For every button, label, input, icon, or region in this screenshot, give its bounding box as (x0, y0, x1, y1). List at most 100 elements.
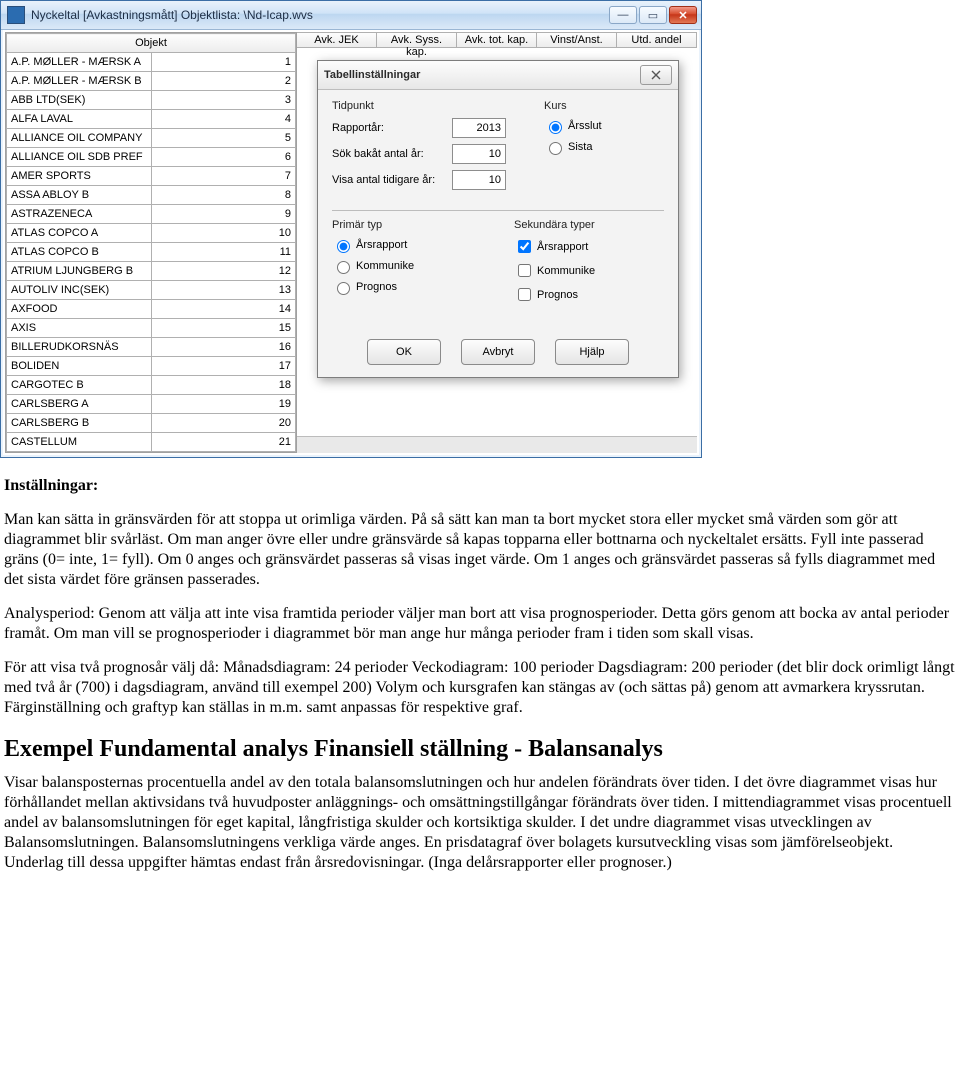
object-name-cell: ASTRAZENECA (7, 205, 152, 224)
titlebar: Nyckeltal [Avkastningsmått] Objektlista:… (1, 1, 701, 30)
maximize-button[interactable]: ▭ (639, 6, 667, 24)
data-panel: Avk. JEKAvk. Syss. kap.Avk. tot. kap.Vin… (297, 32, 697, 453)
group-primar: Primär typ Årsrapport Kommunike Prognos (332, 219, 514, 309)
data-column-header[interactable]: Utd. andel (617, 32, 697, 48)
object-name-cell: ALLIANCE OIL SDB PREF (7, 148, 152, 167)
sek-prognos-checkbox[interactable] (518, 288, 531, 301)
data-column-header[interactable]: Avk. tot. kap. (457, 32, 537, 48)
object-index-cell: 3 (151, 91, 296, 110)
group-kurs-label: Kurs (544, 100, 664, 112)
group-sekundar-label: Sekundära typer (514, 219, 664, 231)
paragraph-3: För att visa två prognosår välj då: Måna… (4, 658, 956, 718)
sok-bakat-label: Sök bakåt antal år: (332, 148, 452, 160)
primar-prognos-label: Prognos (356, 281, 397, 293)
table-row[interactable]: BOLIDEN17 (7, 357, 296, 376)
data-column-headers: Avk. JEKAvk. Syss. kap.Avk. tot. kap.Vin… (297, 32, 697, 48)
ok-button[interactable]: OK (367, 339, 441, 365)
paragraph-1: Man kan sätta in gränsvärden för att sto… (4, 510, 956, 590)
table-row[interactable]: ALLIANCE OIL COMPANY5 (7, 129, 296, 148)
table-row[interactable]: AXFOOD14 (7, 300, 296, 319)
object-list: Objekt A.P. MØLLER - MÆRSK A1A.P. MØLLER… (5, 32, 297, 453)
object-name-cell: A.P. MØLLER - MÆRSK A (7, 53, 152, 72)
rapportar-label: Rapportår: (332, 122, 452, 134)
object-index-cell: 5 (151, 129, 296, 148)
table-row[interactable]: CARLSBERG A19 (7, 395, 296, 414)
rapportar-input[interactable] (452, 118, 506, 138)
data-column-header[interactable]: Avk. JEK (297, 32, 377, 48)
sek-arsrapport-checkbox[interactable] (518, 240, 531, 253)
client-area: Objekt A.P. MØLLER - MÆRSK A1A.P. MØLLER… (1, 30, 701, 457)
table-row[interactable]: CASTELLUM21 (7, 433, 296, 452)
group-sekundar: Sekundära typer Årsrapport Kommunike Pro… (514, 219, 664, 309)
object-index-cell: 14 (151, 300, 296, 319)
object-index-cell: 2 (151, 72, 296, 91)
table-row[interactable]: CARLSBERG B20 (7, 414, 296, 433)
visa-antal-label: Visa antal tidigare år: (332, 174, 452, 186)
object-name-cell: AUTOLIV INC(SEK) (7, 281, 152, 300)
visa-antal-input[interactable] (452, 170, 506, 190)
object-index-cell: 20 (151, 414, 296, 433)
horizontal-scrollbar[interactable] (297, 436, 697, 453)
primar-prognos-radio[interactable] (337, 282, 350, 295)
object-index-cell: 1 (151, 53, 296, 72)
table-row[interactable]: CARGOTEC B18 (7, 376, 296, 395)
kurs-arsslut-radio[interactable] (549, 121, 562, 134)
object-name-cell: CARGOTEC B (7, 376, 152, 395)
main-window: Nyckeltal [Avkastningsmått] Objektlista:… (0, 0, 702, 458)
primar-arsrapport-radio[interactable] (337, 240, 350, 253)
object-header[interactable]: Objekt (7, 34, 296, 53)
app-icon (7, 6, 25, 24)
data-column-header[interactable]: Avk. Syss. kap. (377, 32, 457, 48)
group-tidpunkt-label: Tidpunkt (332, 100, 544, 112)
window-control-group: — ▭ ✕ (607, 6, 697, 24)
table-row[interactable]: AUTOLIV INC(SEK)13 (7, 281, 296, 300)
table-row[interactable]: BILLERUDKORSNÄS16 (7, 338, 296, 357)
object-index-cell: 21 (151, 433, 296, 452)
dialog-footer: OK Avbryt Hjälp (318, 329, 678, 377)
primar-kommunike-radio[interactable] (337, 261, 350, 274)
table-row[interactable]: ATRIUM LJUNGBERG B12 (7, 262, 296, 281)
table-row[interactable]: ATLAS COPCO B11 (7, 243, 296, 262)
table-row[interactable]: ATLAS COPCO A10 (7, 224, 296, 243)
object-name-cell: ALFA LAVAL (7, 110, 152, 129)
table-row[interactable]: AMER SPORTS7 (7, 167, 296, 186)
cancel-button[interactable]: Avbryt (461, 339, 535, 365)
object-index-cell: 6 (151, 148, 296, 167)
close-button[interactable]: ✕ (669, 6, 697, 24)
close-icon (651, 70, 661, 80)
dialog-close-button[interactable] (640, 65, 672, 85)
table-row[interactable]: ASSA ABLOY B8 (7, 186, 296, 205)
kurs-sista-radio[interactable] (549, 142, 562, 155)
help-button[interactable]: Hjälp (555, 339, 629, 365)
object-index-cell: 10 (151, 224, 296, 243)
table-row[interactable]: A.P. MØLLER - MÆRSK B2 (7, 72, 296, 91)
body-text: Inställningar: Man kan sätta in gränsvär… (0, 476, 960, 907)
object-index-cell: 8 (151, 186, 296, 205)
object-name-cell: AMER SPORTS (7, 167, 152, 186)
object-index-cell: 16 (151, 338, 296, 357)
object-index-cell: 13 (151, 281, 296, 300)
object-name-cell: BILLERUDKORSNÄS (7, 338, 152, 357)
window-title: Nyckeltal [Avkastningsmått] Objektlista:… (31, 8, 607, 22)
data-column-header[interactable]: Vinst/Anst. (537, 32, 617, 48)
minimize-button[interactable]: — (609, 6, 637, 24)
table-row[interactable]: ALFA LAVAL4 (7, 110, 296, 129)
object-index-cell: 9 (151, 205, 296, 224)
table-row[interactable]: ABB LTD(SEK)3 (7, 91, 296, 110)
object-name-cell: ATLAS COPCO A (7, 224, 152, 243)
object-name-cell: AXIS (7, 319, 152, 338)
object-index-cell: 15 (151, 319, 296, 338)
sok-bakat-input[interactable] (452, 144, 506, 164)
table-row[interactable]: AXIS15 (7, 319, 296, 338)
sek-prognos-label: Prognos (537, 289, 578, 301)
paragraph-4: Visar balansposternas procentuella andel… (4, 773, 956, 873)
table-row[interactable]: ALLIANCE OIL SDB PREF6 (7, 148, 296, 167)
table-row[interactable]: A.P. MØLLER - MÆRSK A1 (7, 53, 296, 72)
sek-kommunike-checkbox[interactable] (518, 264, 531, 277)
table-row[interactable]: ASTRAZENECA9 (7, 205, 296, 224)
primar-kommunike-label: Kommunike (356, 260, 414, 272)
object-index-cell: 18 (151, 376, 296, 395)
settings-heading: Inställningar: (4, 477, 98, 494)
object-name-cell: CASTELLUM (7, 433, 152, 452)
group-primar-label: Primär typ (332, 219, 514, 231)
